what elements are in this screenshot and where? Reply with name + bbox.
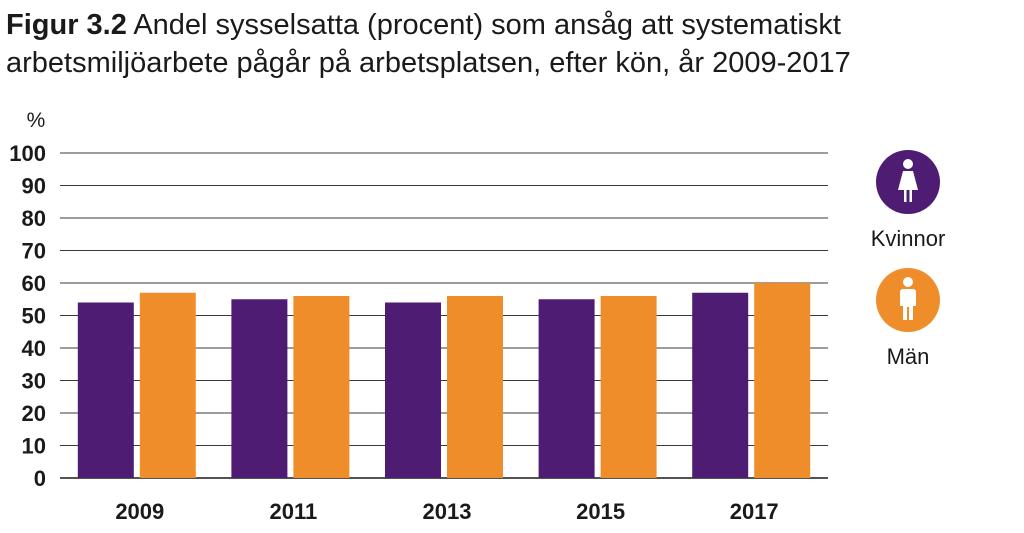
woman-icon bbox=[876, 150, 940, 214]
bar-kvinnor-2013 bbox=[385, 302, 441, 478]
y-tick-label: 40 bbox=[22, 336, 46, 361]
y-tick-label: 90 bbox=[22, 174, 46, 199]
x-tick-label: 2015 bbox=[576, 499, 625, 524]
y-tick-label: 30 bbox=[22, 369, 46, 394]
y-tick-label: 10 bbox=[22, 434, 46, 459]
bar-mn-2013 bbox=[447, 296, 503, 478]
legend-item-kvinnor: Kvinnor bbox=[848, 150, 968, 252]
title-text: Andel sysselsatta (procent) som ansåg at… bbox=[6, 9, 851, 79]
figure-label: Figur 3.2 bbox=[6, 9, 127, 41]
y-tick-label: 50 bbox=[22, 304, 46, 329]
y-tick-label: 100 bbox=[9, 141, 46, 166]
y-tick-label: 70 bbox=[22, 239, 46, 264]
y-tick-label: 80 bbox=[22, 206, 46, 231]
bar-kvinnor-2017 bbox=[692, 292, 749, 478]
x-axis-ticks: 2009 2011 2013 2015 2017 bbox=[115, 499, 778, 524]
y-tick-label: 0 bbox=[34, 466, 46, 491]
y-axis-ticks: 0 10 20 30 40 50 60 70 80 90 100 bbox=[9, 141, 46, 491]
y-tick-label: 60 bbox=[22, 271, 46, 296]
chart-title: Figur 3.2 Andel sysselsatta (procent) so… bbox=[6, 6, 1006, 82]
x-tick-label: 2011 bbox=[270, 499, 318, 524]
x-tick-label: 2017 bbox=[730, 499, 779, 524]
bar-kvinnor-2011 bbox=[231, 299, 288, 478]
legend-item-man: Män bbox=[848, 268, 968, 370]
y-tick-label: 20 bbox=[22, 401, 46, 426]
legend-label: Kvinnor bbox=[870, 226, 946, 251]
bar-kvinnor-2009 bbox=[77, 302, 134, 478]
bars bbox=[77, 283, 811, 478]
bar-kvinnor-2015 bbox=[538, 299, 595, 478]
legend-label: Män bbox=[886, 344, 930, 369]
bar-mn-2017 bbox=[754, 283, 811, 478]
x-tick-label: 2013 bbox=[423, 499, 472, 524]
bar-mn-2015 bbox=[600, 296, 657, 478]
bar-mn-2011 bbox=[293, 296, 350, 478]
man-icon bbox=[876, 268, 940, 332]
x-tick-label: 2009 bbox=[115, 499, 164, 524]
y-axis-unit-label: % bbox=[27, 109, 46, 132]
bar-mn-2009 bbox=[139, 292, 196, 478]
